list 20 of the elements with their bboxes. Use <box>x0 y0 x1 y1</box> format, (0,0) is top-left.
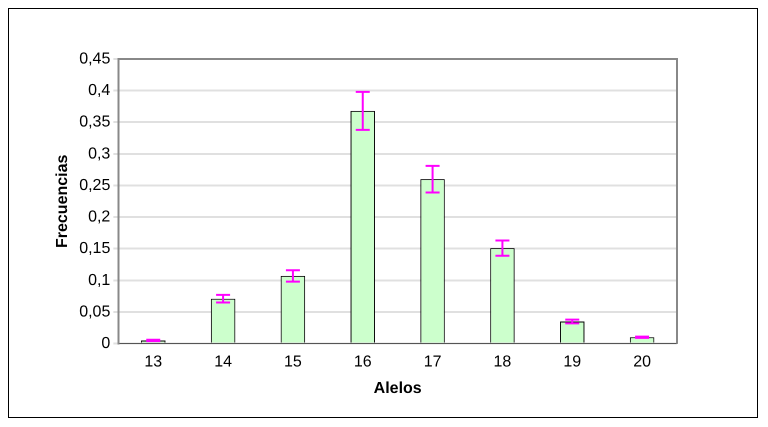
y-tick-label: 0,35 <box>79 114 110 131</box>
y-axis-title: Frecuencias <box>54 154 72 248</box>
y-tick-label: 0 <box>101 335 110 352</box>
x-axis-title: Alelos <box>374 380 422 397</box>
y-tick-label: 0,4 <box>88 82 110 100</box>
x-tick-label: 20 <box>633 354 652 371</box>
x-tick-label: 14 <box>214 354 232 371</box>
y-tick-label: 0,05 <box>79 303 110 320</box>
y-tick-label: 0,2 <box>88 208 110 226</box>
y-tick-label: 0,45 <box>79 50 110 68</box>
y-tick-label: 0,25 <box>79 176 110 194</box>
x-tick-label: 17 <box>424 354 442 371</box>
x-tick-label: 13 <box>144 354 162 371</box>
y-tick-label: 0,15 <box>79 240 110 258</box>
x-tick-label: 16 <box>354 354 372 371</box>
y-tick-label: 0,3 <box>88 145 110 162</box>
x-tick-label: 15 <box>284 354 302 371</box>
y-tick-label: 0,1 <box>88 272 110 289</box>
x-tick-label: 19 <box>563 354 582 371</box>
x-tick-label: 18 <box>494 354 512 371</box>
